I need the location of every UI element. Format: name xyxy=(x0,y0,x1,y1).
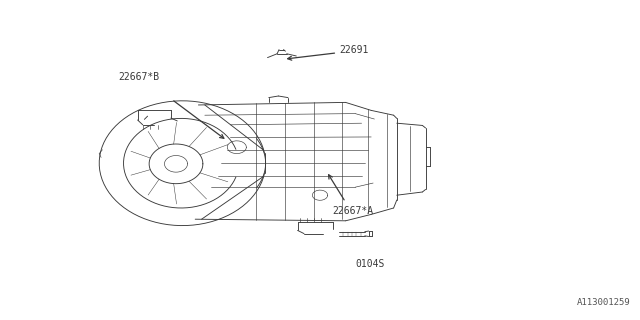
Text: 22667*B: 22667*B xyxy=(118,72,159,82)
Text: 22691: 22691 xyxy=(339,44,369,55)
Text: A113001259: A113001259 xyxy=(577,298,630,307)
Text: 22667*A: 22667*A xyxy=(333,206,374,216)
Text: 0104S: 0104S xyxy=(355,259,385,269)
